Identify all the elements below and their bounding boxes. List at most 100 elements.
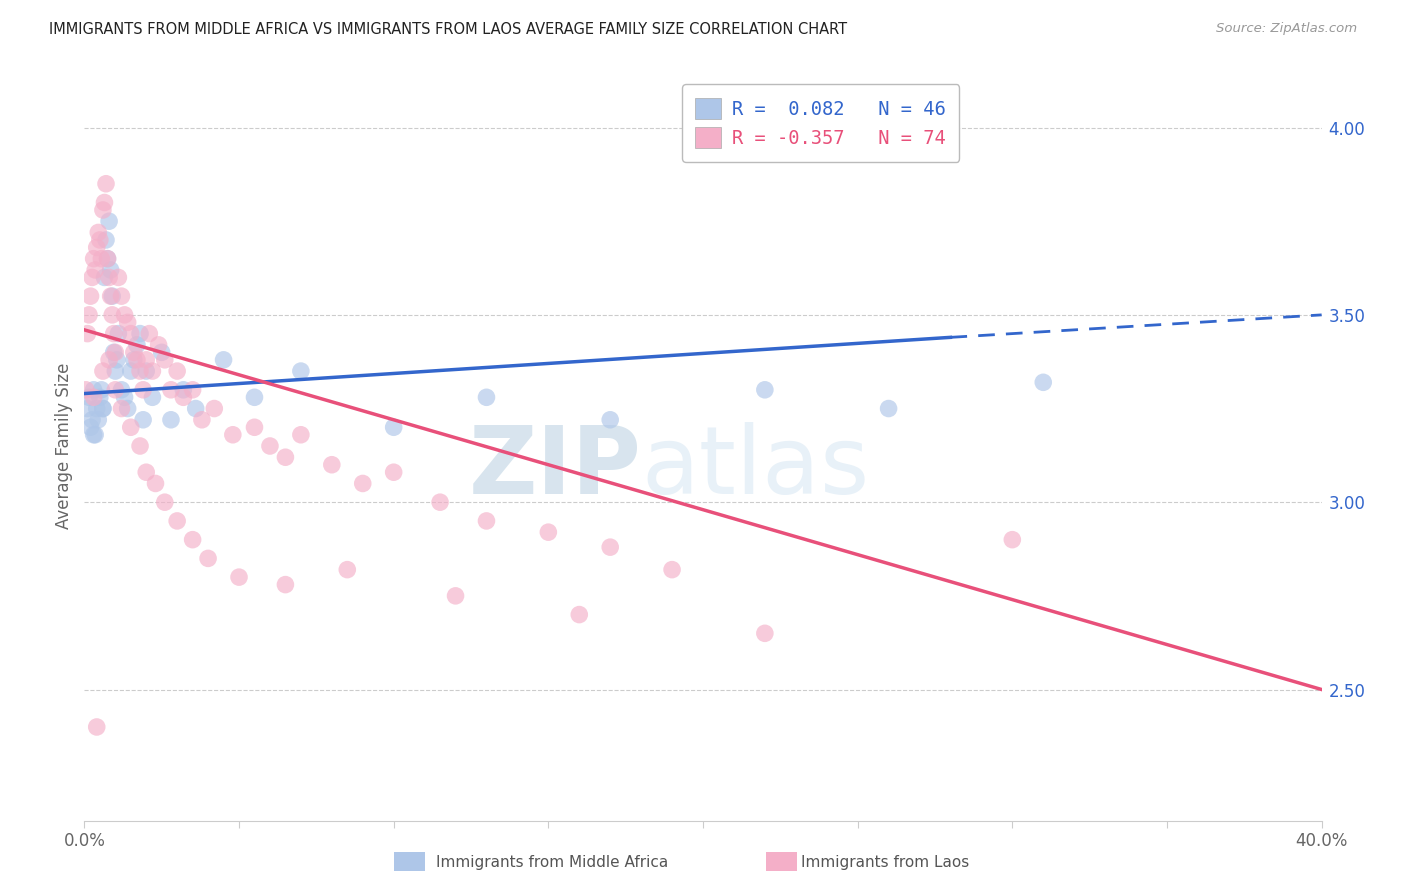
Point — [138, 326, 160, 341]
Text: Immigrants from Middle Africa: Immigrants from Middle Africa — [436, 855, 668, 870]
Point — [160, 383, 183, 397]
Point — [76, 326, 98, 341]
Point — [98, 270, 121, 285]
Point — [877, 401, 900, 416]
Point — [129, 439, 152, 453]
Point — [382, 420, 405, 434]
Y-axis label: Average Family Size: Average Family Size — [55, 363, 73, 529]
Point — [166, 364, 188, 378]
Point — [91, 401, 114, 416]
Point — [84, 263, 107, 277]
Point — [160, 413, 183, 427]
Point — [101, 289, 124, 303]
Point — [122, 345, 145, 359]
Point — [104, 364, 127, 378]
Point — [135, 352, 157, 367]
Point — [91, 364, 114, 378]
Point — [114, 308, 136, 322]
Point — [336, 563, 359, 577]
Point — [98, 214, 121, 228]
Point — [86, 720, 108, 734]
Point — [290, 427, 312, 442]
Point — [197, 551, 219, 566]
Point — [132, 383, 155, 397]
Point — [98, 352, 121, 367]
Point — [290, 364, 312, 378]
Point — [79, 289, 101, 303]
Point — [259, 439, 281, 453]
Point — [274, 577, 297, 591]
Point — [89, 390, 111, 404]
Point — [93, 195, 115, 210]
Point — [117, 315, 139, 329]
Point — [132, 413, 155, 427]
Point — [104, 345, 127, 359]
Point — [91, 202, 114, 217]
Point — [352, 476, 374, 491]
Point — [75, 383, 97, 397]
Point — [107, 326, 129, 341]
Point — [76, 401, 98, 416]
Point — [243, 390, 266, 404]
Point — [166, 514, 188, 528]
Point — [90, 383, 112, 397]
Point — [181, 383, 204, 397]
Point — [181, 533, 204, 547]
Point — [77, 308, 100, 322]
Point — [148, 338, 170, 352]
Point — [1001, 533, 1024, 547]
Point — [104, 383, 127, 397]
Point — [125, 352, 148, 367]
Point — [87, 413, 110, 427]
Point — [114, 390, 136, 404]
Point — [382, 465, 405, 479]
Point — [1032, 376, 1054, 390]
Point — [153, 352, 176, 367]
Point — [135, 465, 157, 479]
Point — [243, 420, 266, 434]
Point — [129, 364, 152, 378]
Point — [212, 352, 235, 367]
Point — [191, 413, 214, 427]
Point — [105, 352, 128, 367]
Point — [429, 495, 451, 509]
Legend: R =  0.082   N = 46, R = -0.357   N = 74: R = 0.082 N = 46, R = -0.357 N = 74 — [682, 85, 959, 161]
Point — [100, 263, 122, 277]
Point — [100, 289, 122, 303]
Point — [82, 413, 104, 427]
Text: IMMIGRANTS FROM MIDDLE AFRICA VS IMMIGRANTS FROM LAOS AVERAGE FAMILY SIZE CORREL: IMMIGRANTS FROM MIDDLE AFRICA VS IMMIGRA… — [49, 22, 848, 37]
Point — [84, 427, 107, 442]
Point — [117, 401, 139, 416]
Point — [94, 233, 117, 247]
Point — [172, 390, 194, 404]
Point — [150, 345, 173, 359]
Point — [87, 226, 110, 240]
Point — [475, 514, 498, 528]
Point — [129, 326, 152, 341]
Point — [122, 352, 145, 367]
Text: atlas: atlas — [641, 423, 869, 515]
Point — [202, 401, 225, 416]
Point — [153, 495, 176, 509]
Text: Immigrants from Laos: Immigrants from Laos — [801, 855, 970, 870]
Point — [274, 450, 297, 465]
Text: ZIP: ZIP — [468, 423, 641, 515]
Point — [120, 326, 142, 341]
Point — [141, 364, 163, 378]
Point — [475, 390, 498, 404]
Point — [83, 427, 105, 442]
Point — [83, 383, 105, 397]
Point — [96, 252, 118, 266]
Point — [103, 345, 125, 359]
Point — [83, 252, 105, 266]
Point — [125, 338, 148, 352]
Point — [145, 476, 167, 491]
Point — [91, 401, 114, 416]
Point — [754, 383, 776, 397]
Point — [110, 383, 132, 397]
Point — [96, 252, 118, 266]
Point — [120, 364, 142, 378]
Point — [110, 401, 132, 416]
Point — [228, 570, 250, 584]
Point — [86, 401, 108, 416]
